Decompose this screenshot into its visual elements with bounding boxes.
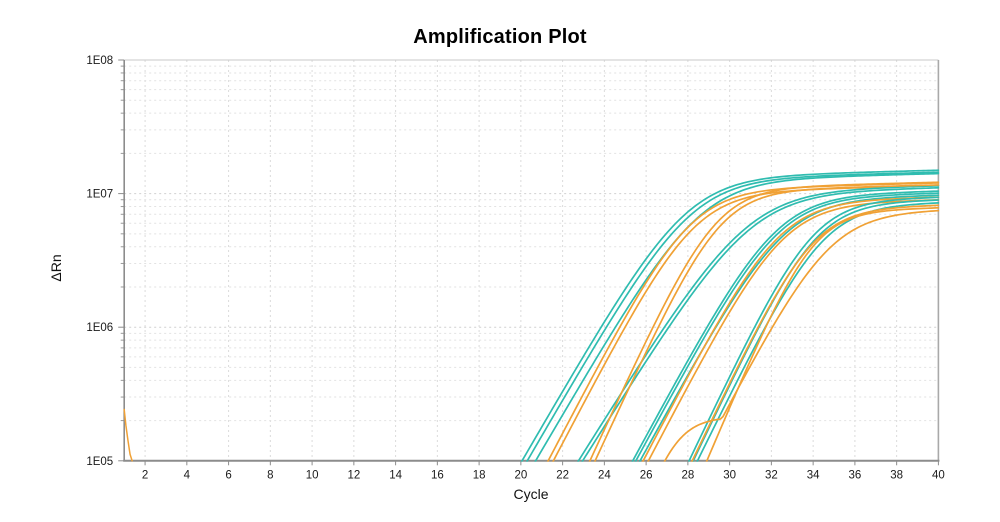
y-tick-label: 1E06 bbox=[86, 322, 113, 334]
curve-teal-group1-rep2 bbox=[525, 171, 940, 462]
x-tick-label: 2 bbox=[142, 469, 148, 481]
curve-teal-group4-rep3 bbox=[696, 202, 940, 462]
x-tick-label: 22 bbox=[556, 469, 569, 481]
x-tick-label: 30 bbox=[723, 469, 736, 481]
curve-orange-group2-rep1 bbox=[588, 181, 940, 462]
chart-title: Amplification Plot bbox=[413, 26, 587, 48]
x-tick-label: 14 bbox=[389, 469, 402, 481]
curve-teal-group3-rep3 bbox=[638, 194, 940, 462]
x-axis-label: Cycle bbox=[513, 486, 549, 502]
curve-teal-group4-rep1 bbox=[687, 196, 940, 462]
x-tick-label: 32 bbox=[765, 469, 778, 481]
curve-orange-group3-rep1 bbox=[641, 196, 940, 462]
x-tick-label: 20 bbox=[514, 469, 527, 481]
curve-orange-baseline-spike bbox=[123, 408, 133, 462]
curve-orange-group3-rep2 bbox=[647, 198, 940, 462]
curve-teal-group1-rep3 bbox=[534, 172, 940, 462]
curve-orange-anomaly-knee bbox=[663, 209, 940, 462]
x-tick-label: 6 bbox=[225, 469, 231, 481]
x-tick-label: 16 bbox=[431, 469, 444, 481]
curve-teal-group2-rep1 bbox=[576, 184, 940, 462]
x-tick-label: 38 bbox=[890, 469, 903, 481]
curve-teal-group3-rep2 bbox=[634, 192, 940, 462]
curve-teal-group2-rep2 bbox=[581, 186, 940, 462]
curve-orange-group4-rep2 bbox=[705, 206, 940, 462]
plot-frame bbox=[123, 59, 940, 462]
amplification-curves bbox=[123, 169, 940, 462]
y-tick-label: 1E08 bbox=[86, 55, 113, 67]
tick-labels: 2 4 6 8 10 12 14 16 18 20 22 24 26 28 30 32 34 36 38 401E05… bbox=[86, 55, 944, 481]
curve-orange-group2-rep2 bbox=[593, 184, 940, 462]
x-tick-label: 36 bbox=[848, 469, 861, 481]
y-tick-label: 1E07 bbox=[86, 189, 113, 201]
x-tick-label: 4 bbox=[184, 469, 191, 481]
curve-orange-group4-rep1 bbox=[690, 204, 940, 462]
x-tick-label: 12 bbox=[347, 469, 360, 481]
x-tick-label: 10 bbox=[306, 469, 319, 481]
y-tick-label: 1E05 bbox=[86, 456, 113, 468]
x-tick-label: 18 bbox=[473, 469, 486, 481]
curve-orange-group1-rep1 bbox=[546, 182, 940, 462]
x-tick-label: 40 bbox=[932, 469, 945, 481]
curve-teal-group1-rep1 bbox=[520, 169, 940, 462]
x-tick-label: 34 bbox=[807, 469, 820, 481]
x-tick-label: 24 bbox=[598, 469, 611, 481]
curve-teal-group3-rep1 bbox=[631, 190, 940, 462]
x-tick-label: 28 bbox=[681, 469, 694, 481]
x-tick-label: 26 bbox=[640, 469, 653, 481]
x-tick-label: 8 bbox=[267, 469, 273, 481]
gridlines bbox=[124, 60, 939, 461]
